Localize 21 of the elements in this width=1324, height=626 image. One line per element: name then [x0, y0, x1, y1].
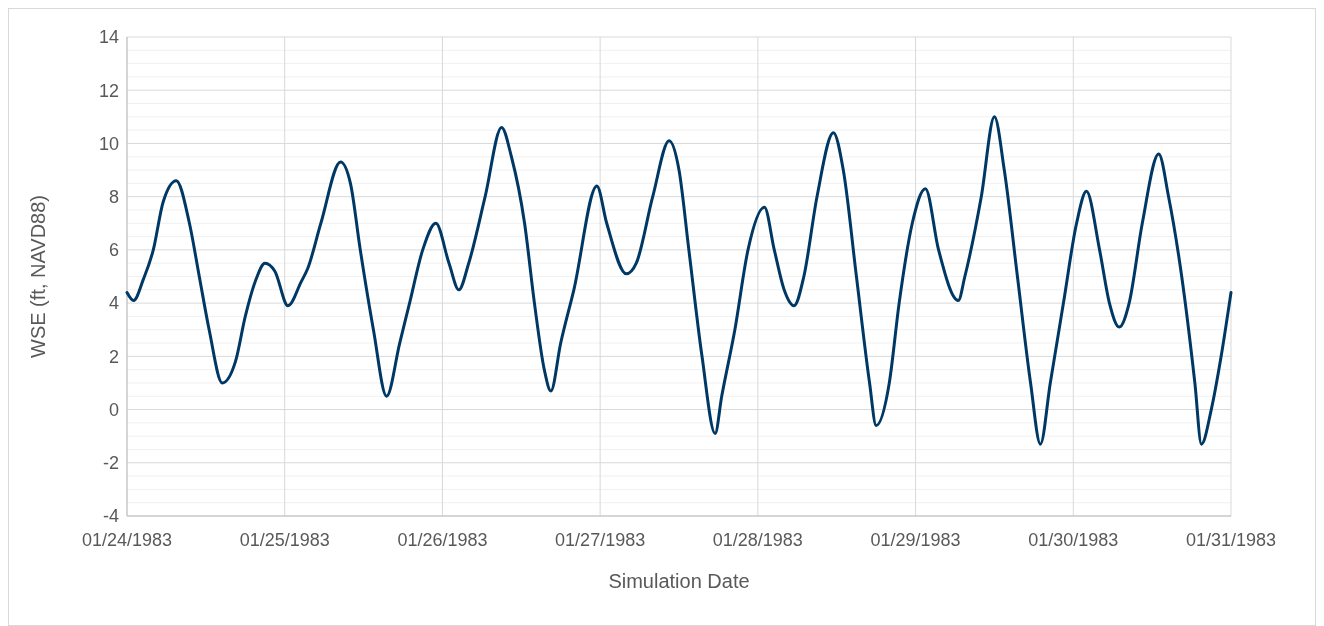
y-tick-label: 2: [108, 346, 119, 367]
y-tick-label: 12: [98, 80, 119, 101]
y-axis-title: WSE (ft, NAVD88): [27, 195, 49, 358]
y-tick-label: 4: [108, 293, 119, 314]
x-tick-label: 01/25/1983: [239, 530, 330, 550]
x-tick-label: 01/30/1983: [1028, 530, 1119, 550]
y-tick-label: 0: [108, 399, 119, 420]
y-tick-label: 14: [98, 27, 119, 48]
y-tick-label: 10: [98, 133, 119, 154]
x-axis-title: Simulation Date: [608, 570, 750, 592]
x-tick-label: 01/29/1983: [870, 530, 961, 550]
x-tick-label: 01/26/1983: [397, 530, 488, 550]
x-tick-label: 01/27/1983: [555, 530, 646, 550]
x-tick-label: 01/24/1983: [81, 530, 173, 550]
y-tick-label: -4: [102, 506, 119, 527]
y-tick-label: 6: [108, 240, 119, 261]
x-tick-label: 01/31/1983: [1185, 530, 1277, 550]
x-tick-label: 01/28/1983: [712, 530, 803, 550]
line-series: [125, 115, 1233, 446]
y-tick-label: 8: [108, 186, 119, 207]
y-tick-label: -2: [102, 453, 119, 474]
